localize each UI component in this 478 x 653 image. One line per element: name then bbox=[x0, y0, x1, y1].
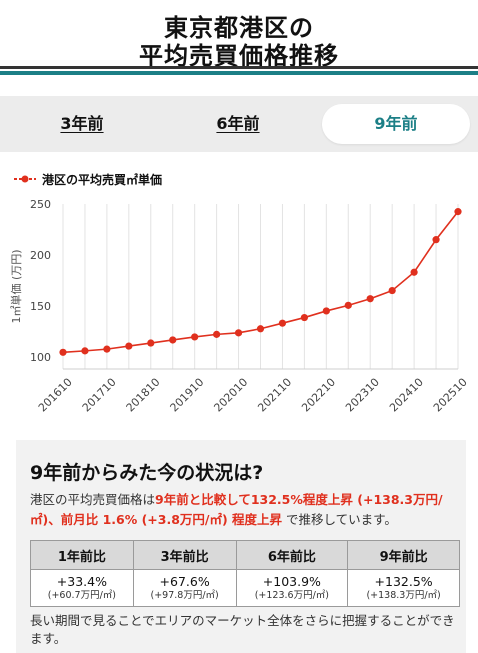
data-point bbox=[59, 348, 67, 356]
x-tick-label: 202110 bbox=[255, 376, 294, 415]
page-title-line2: 平均売買価格推移 bbox=[139, 42, 339, 70]
comparison-table: 1年前比 3年前比 6年前比 9年前比 +33.4% (+60.7万円/㎡) +6… bbox=[30, 540, 460, 607]
x-tick-label: 201810 bbox=[124, 376, 163, 415]
title-divider-dark bbox=[0, 66, 478, 69]
x-tick-label: 202210 bbox=[299, 376, 338, 415]
x-tick-label: 201910 bbox=[168, 376, 207, 415]
y-tick-label: 100 bbox=[30, 351, 51, 364]
page-header: 東京都港区の 平均売買価格推移 bbox=[0, 0, 478, 80]
legend-line-marker-icon bbox=[14, 175, 36, 183]
col-header-9y: 9年前比 bbox=[347, 540, 460, 570]
data-point bbox=[169, 336, 177, 344]
data-point bbox=[125, 342, 133, 350]
cell-3y: +67.6% (+97.8万円/㎡) bbox=[132, 569, 237, 607]
data-point bbox=[410, 268, 418, 276]
x-tick-label: 201710 bbox=[80, 376, 119, 415]
summary-title: 9年前からみた今の状況は? bbox=[30, 462, 264, 484]
tab-6-years[interactable]: 6年前 bbox=[216, 114, 260, 133]
x-tick-label: 201610 bbox=[36, 376, 75, 415]
period-tab-bar: 3年前 6年前 9年前 bbox=[0, 96, 478, 152]
summary-panel: 9年前からみた今の状況は? 港区の平均売買価格は9年前と比較して132.5%程度… bbox=[16, 440, 466, 653]
data-point bbox=[147, 339, 155, 347]
x-tick-label: 202010 bbox=[211, 376, 250, 415]
data-point bbox=[278, 319, 287, 327]
x-tick-label: 202310 bbox=[343, 376, 382, 415]
tab-3-years[interactable]: 3年前 bbox=[60, 114, 104, 133]
cell-9y: +132.5% (+138.3万円/㎡) bbox=[347, 569, 460, 607]
col-header-6y: 6年前比 bbox=[235, 540, 349, 570]
page-title-line1: 東京都港区の bbox=[164, 14, 314, 42]
summary-description: 港区の平均売買価格は9年前と比較して132.5%程度上昇 (+138.3万円/㎡… bbox=[30, 492, 443, 527]
cell-6y: +103.9% (+123.6万円/㎡) bbox=[235, 569, 349, 607]
data-point bbox=[388, 286, 396, 295]
data-point bbox=[81, 347, 89, 355]
y-tick-label: 150 bbox=[30, 300, 51, 313]
y-tick-label: 250 bbox=[30, 198, 51, 211]
data-point bbox=[213, 330, 221, 338]
x-tick-label: 202510 bbox=[431, 376, 470, 415]
col-header-3y: 3年前比 bbox=[132, 540, 237, 570]
chart-legend[interactable]: 港区の平均売買㎡単価 bbox=[14, 170, 162, 188]
legend-label: 港区の平均売買㎡単価 bbox=[42, 172, 163, 187]
data-point bbox=[300, 313, 308, 322]
x-tick-label: 202410 bbox=[387, 376, 426, 415]
cell-1y: +33.4% (+60.7万円/㎡) bbox=[30, 569, 134, 607]
data-point bbox=[322, 307, 330, 315]
data-point bbox=[234, 329, 243, 337]
data-point bbox=[256, 325, 265, 333]
table-row: +33.4% (+60.7万円/㎡) +67.6% (+97.8万円/㎡) +103… bbox=[30, 569, 460, 607]
y-tick-label: 200 bbox=[30, 249, 51, 262]
table-header-row: 1年前比 3年前比 6年前比 9年前比 bbox=[30, 540, 460, 570]
col-header-1y: 1年前比 bbox=[30, 540, 134, 570]
y-axis-label: 1㎡単価 (万円) bbox=[9, 249, 23, 323]
data-point bbox=[103, 345, 111, 353]
data-point bbox=[432, 236, 440, 244]
data-point bbox=[366, 295, 374, 303]
tab-9-years[interactable]: 9年前 bbox=[322, 104, 470, 144]
data-point bbox=[191, 333, 199, 341]
summary-footnote: 長い期間で見ることでエリアのマーケット全体をさらに把握することができます。 bbox=[30, 613, 455, 646]
summary-highlight: 9年前と比較して132.5%程度上昇 (+138.3万円/㎡)、前月比 1.6%… bbox=[30, 492, 443, 527]
title-divider-teal bbox=[0, 71, 478, 75]
data-point bbox=[344, 301, 352, 309]
data-point bbox=[454, 208, 462, 216]
